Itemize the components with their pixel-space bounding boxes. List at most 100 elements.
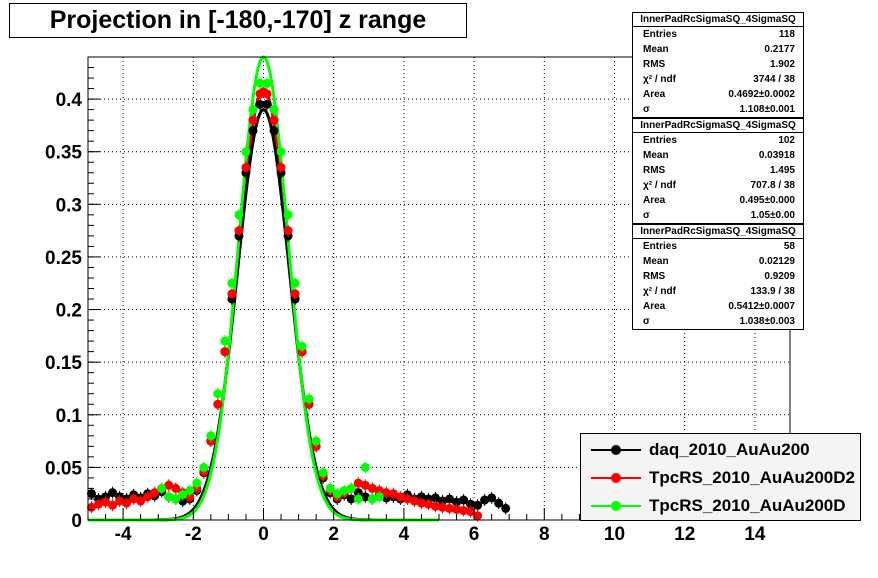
y-tick-label: 0.15: [45, 353, 82, 374]
data-point: [185, 486, 195, 496]
data-point: [122, 498, 132, 508]
data-point: [157, 483, 167, 493]
data-point: [185, 492, 195, 502]
data-point: [213, 389, 223, 399]
data-point: [255, 89, 265, 99]
data-point: [206, 431, 216, 441]
data-point: [353, 488, 363, 498]
data-point: [220, 347, 230, 357]
legend-marker-swatch: [611, 473, 621, 483]
stats-row-label: Area: [643, 195, 666, 206]
y-tick-label: 0.05: [45, 458, 82, 479]
legend-marker-swatch: [611, 445, 621, 455]
stats-row-label: σ: [643, 316, 650, 327]
data-point: [192, 478, 202, 488]
data-point: [311, 436, 321, 446]
data-point: [101, 497, 111, 507]
stats-row-label: χ² / ndf: [643, 180, 676, 191]
data-point: [388, 489, 398, 499]
data-point: [283, 210, 293, 220]
data-point: [445, 494, 455, 504]
series-group: [87, 98, 511, 515]
data-point: [381, 488, 391, 498]
stats-row-label: Area: [643, 89, 666, 100]
stats-panel-title: InnerPadRcSigmaSQ_4SigmaSQ: [633, 225, 803, 239]
legend-entry-daq: daq_2010_AuAu200: [581, 436, 860, 464]
data-point: [269, 105, 279, 115]
data-point: [395, 492, 405, 502]
data-point: [473, 500, 483, 510]
data-point: [332, 489, 342, 499]
data-point: [304, 394, 314, 404]
stats-row-value: 0.9209: [764, 271, 795, 282]
data-point: [480, 495, 490, 505]
chart-title: Projection in [-180,-170] z range: [9, 3, 467, 38]
stats-row-label: RMS: [643, 165, 666, 176]
stats-row-value: 0.2177: [764, 44, 795, 55]
legend-label: TpcRS_2010_AuAu200D: [649, 496, 846, 515]
stats-row: Mean 0.03918: [633, 148, 803, 163]
data-point: [466, 507, 476, 517]
stats-row-value: 1.05±0.00: [750, 210, 795, 221]
data-point: [164, 492, 174, 502]
data-point: [262, 89, 272, 99]
legend: daq_2010_AuAu200 TpcRS_2010_AuAu200D2 Tp…: [580, 433, 861, 521]
data-point: [416, 492, 426, 502]
data-point: [297, 341, 307, 351]
data-point: [360, 492, 370, 502]
legend-entry-tpcrs-d: TpcRS_2010_AuAu200D: [581, 492, 860, 520]
data-point: [220, 336, 230, 346]
stats-panel: InnerPadRcSigmaSQ_4SigmaSQ Entries 102 Mean…: [632, 118, 804, 224]
stats-row-value: 102: [778, 135, 795, 146]
data-point: [459, 506, 469, 516]
stats-row: χ² / ndf 3744 / 38: [633, 72, 803, 87]
stats-row: χ² / ndf 707.8 / 38: [633, 178, 803, 193]
stats-row-value: 0.4692±0.0002: [728, 89, 795, 100]
y-tick-label: 0.2: [56, 301, 82, 322]
y-axis-ticks: 0 0.05 0.1 0.15 0.2 0.25 0.3 0.35 0.4: [45, 67, 100, 532]
data-point: [94, 499, 104, 509]
data-point: [136, 496, 146, 506]
fit-curve: [88, 107, 439, 522]
legend-marker-swatch: [611, 501, 621, 511]
data-point: [143, 492, 153, 502]
x-tick-label: 2: [328, 524, 339, 545]
data-point: [248, 126, 258, 136]
data-point: [171, 483, 181, 493]
stats-row: Mean 0.2177: [633, 42, 803, 57]
fit-curve: [88, 55, 439, 522]
y-tick-label: 0.1: [56, 406, 83, 427]
data-point: [452, 504, 462, 514]
stats-row-value: 1.495: [769, 165, 795, 176]
data-point: [178, 490, 188, 500]
data-point: [374, 492, 384, 502]
stats-row-label: Entries: [643, 29, 677, 40]
stats-row-label: Mean: [643, 44, 669, 55]
stats-row: RMS 0.9209: [633, 269, 803, 284]
data-point: [438, 496, 448, 506]
legend-label: daq_2010_AuAu200: [649, 440, 810, 459]
data-point: [445, 503, 455, 513]
stats-row: χ² / ndf 133.9 / 38: [633, 284, 803, 299]
stats-row-value: 0.5412±0.0007: [728, 301, 795, 312]
stats-row-value: 0.02129: [758, 256, 795, 267]
fit-curves: [88, 55, 439, 522]
stats-row-value: 0.03918: [758, 150, 795, 161]
data-point: [178, 496, 188, 506]
data-point: [269, 115, 279, 125]
data-point: [164, 480, 174, 490]
stats-row-label: Area: [643, 301, 666, 312]
stats-row: Area 0.495±0.000: [633, 193, 803, 208]
stats-row-value: 1.902: [769, 59, 795, 70]
series-group: [157, 77, 384, 505]
data-point: [255, 99, 265, 109]
y-tick-label: 0.35: [45, 143, 82, 164]
data-point: [452, 497, 462, 507]
stats-row-value: 0.495±0.000: [739, 195, 795, 206]
stats-panel: InnerPadRcSigmaSQ_4SigmaSQ Entries 58 Mean 0…: [632, 224, 804, 330]
stats-row-label: Mean: [643, 150, 669, 161]
stats-row: σ 1.05±0.00: [633, 208, 803, 223]
stats-panel-title: InnerPadRcSigmaSQ_4SigmaSQ: [633, 119, 803, 133]
stats-row-label: Entries: [643, 241, 677, 252]
data-series: [87, 77, 511, 522]
